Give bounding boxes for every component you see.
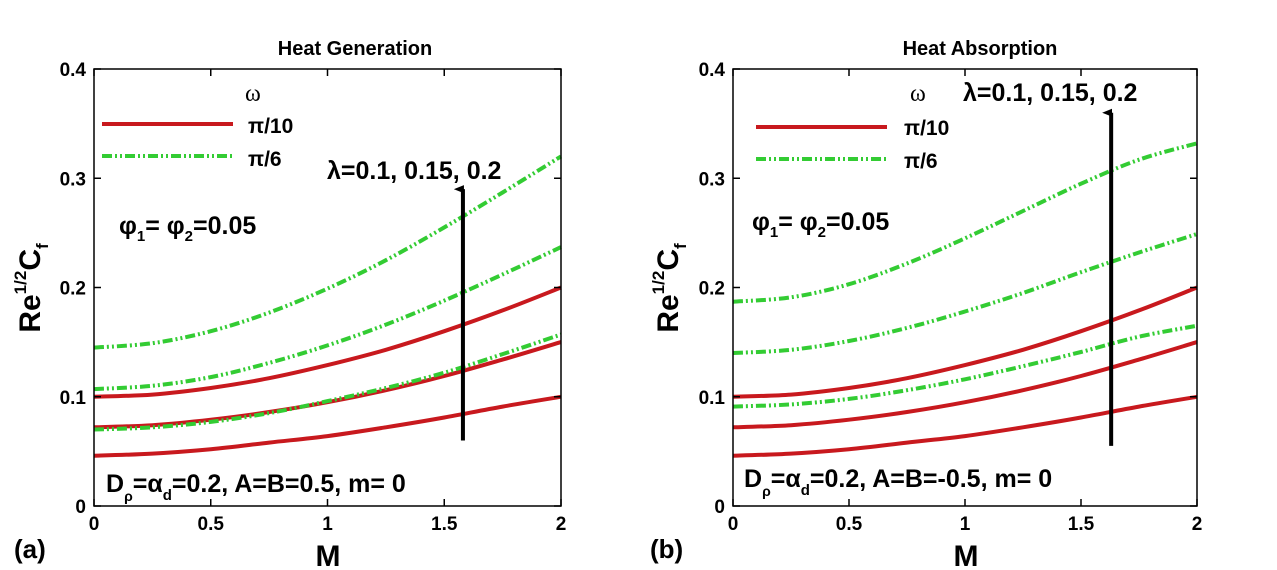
x-tick-label: 0 xyxy=(728,514,739,535)
series-line-1 xyxy=(732,394,1198,458)
x-tick-label: 2 xyxy=(1192,514,1203,535)
y-tick-label: 0.1 xyxy=(699,388,726,409)
y-tick-label: 0 xyxy=(75,497,86,518)
parameters-annotation: Dρ=αd=0.2, A=B=-0.5, m= 0 xyxy=(744,465,1052,499)
panel-label: (a) xyxy=(14,534,46,564)
x-axis-label: M xyxy=(316,540,341,570)
legend: ω π/10 π/6 xyxy=(756,81,949,173)
lambda-annotation: λ=0.1, 0.15, 0.2 xyxy=(963,79,1137,107)
series-line-3 xyxy=(93,285,562,399)
x-tick-label: 0.5 xyxy=(198,514,225,535)
legend-label-pi-10: π/10 xyxy=(248,115,293,138)
series-layer xyxy=(732,141,1198,458)
y-tick-label: 0.3 xyxy=(699,169,725,190)
legend-title: ω xyxy=(245,81,261,107)
parameters-annotation: Dρ=αd=0.2, A=B=0.5, m= 0 xyxy=(106,470,406,504)
y-tick-label: 0.4 xyxy=(699,60,726,81)
y-tick-label: 0.4 xyxy=(60,60,87,81)
series-line-6 xyxy=(93,154,563,350)
ticks-layer: 0 0.5 1 1.5 2 0 0.1 0.2 0.3 0.4 xyxy=(60,60,567,535)
legend-label-pi-6: π/6 xyxy=(904,150,938,173)
plot-frame xyxy=(93,68,562,507)
chart-title: Heat Absorption xyxy=(903,38,1058,60)
x-axis-label: M xyxy=(954,540,979,570)
series-line-5 xyxy=(732,232,1198,355)
x-tick-label: 1.5 xyxy=(431,514,458,535)
series-line-1 xyxy=(93,394,562,458)
series-line-6 xyxy=(732,141,1198,304)
x-tick-label: 2 xyxy=(556,514,567,535)
legend-label-pi-6: π/6 xyxy=(248,148,282,171)
lambda-annotation: λ=0.1, 0.15, 0.2 xyxy=(327,157,501,185)
series-layer xyxy=(93,154,563,458)
panel-b: Heat Absorption 0 0.5 1 1.5 2 0 0.1 0.2 0.3 0.4 R… xyxy=(649,38,1202,570)
x-tick-label: 1 xyxy=(960,514,971,535)
legend-title: ω xyxy=(910,81,926,107)
phi-annotation: φ1= φ2=0.05 xyxy=(119,212,256,245)
series-line-4 xyxy=(93,332,562,432)
y-tick-label: 0 xyxy=(714,497,725,518)
x-tick-label: 0.5 xyxy=(836,514,863,535)
x-tick-label: 0 xyxy=(89,514,100,535)
panel-label: (b) xyxy=(650,534,683,564)
plot-frame xyxy=(732,68,1198,507)
y-tick-label: 0.1 xyxy=(60,388,87,409)
ticks-layer: 0 0.5 1 1.5 2 0 0.1 0.2 0.3 0.4 xyxy=(699,60,1203,535)
x-tick-label: 1.5 xyxy=(1068,514,1095,535)
y-tick-label: 0.2 xyxy=(699,279,725,300)
x-tick-label: 1 xyxy=(322,514,333,535)
series-line-2 xyxy=(732,340,1198,430)
panel-a: Heat Generation 0 0.5 1 1.5 2 0 0.1 0.2 0.3 0.4 R… xyxy=(11,38,566,570)
series-line-4 xyxy=(732,323,1198,409)
chart-title: Heat Generation xyxy=(278,38,432,60)
y-tick-label: 0.2 xyxy=(60,279,86,300)
y-axis-label: Re1/2Cf xyxy=(11,243,52,333)
legend-label-pi-10: π/10 xyxy=(904,117,949,140)
y-axis-label: Re1/2Cf xyxy=(649,243,690,333)
series-line-3 xyxy=(732,285,1198,399)
series-line-5 xyxy=(93,245,562,392)
phi-annotation: φ1= φ2=0.05 xyxy=(752,208,889,241)
legend: ω π/10 π/6 xyxy=(102,81,293,171)
y-tick-label: 0.3 xyxy=(60,169,86,190)
